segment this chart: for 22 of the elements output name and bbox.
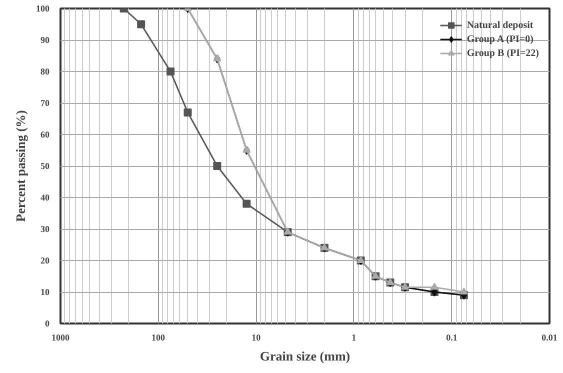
y-tick-label: 40 (40, 192, 50, 202)
y-tick-label: 10 (40, 287, 50, 297)
x-tick-label: 10 (252, 332, 262, 342)
x-tick-label: 0.1 (446, 332, 458, 342)
x-tick-label: 100 (152, 332, 166, 342)
x-axis-title: Grain size (mm) (260, 348, 350, 364)
y-tick-label: 60 (40, 130, 50, 140)
y-tick-label: 70 (40, 98, 50, 108)
legend-label: Natural deposit (466, 18, 534, 32)
x-tick-label: 1 (352, 332, 357, 342)
legend-label: Group A (PI=0) (466, 32, 534, 46)
y-tick-label: 90 (40, 35, 50, 45)
y-axis-title: Percent passing (%) (13, 110, 28, 222)
x-tick-label: 0.01 (542, 332, 558, 342)
legend-label: Group B (PI=22) (466, 46, 539, 60)
x-tick-label: 1000 (52, 332, 70, 342)
y-tick-label: 100 (36, 4, 50, 14)
y-tick-label: 20 (40, 256, 50, 266)
y-tick-label: 80 (40, 66, 50, 76)
y-tick-label: 0 (45, 318, 50, 328)
y-tick-label: 30 (40, 224, 50, 234)
y-tick-label: 50 (40, 161, 50, 171)
